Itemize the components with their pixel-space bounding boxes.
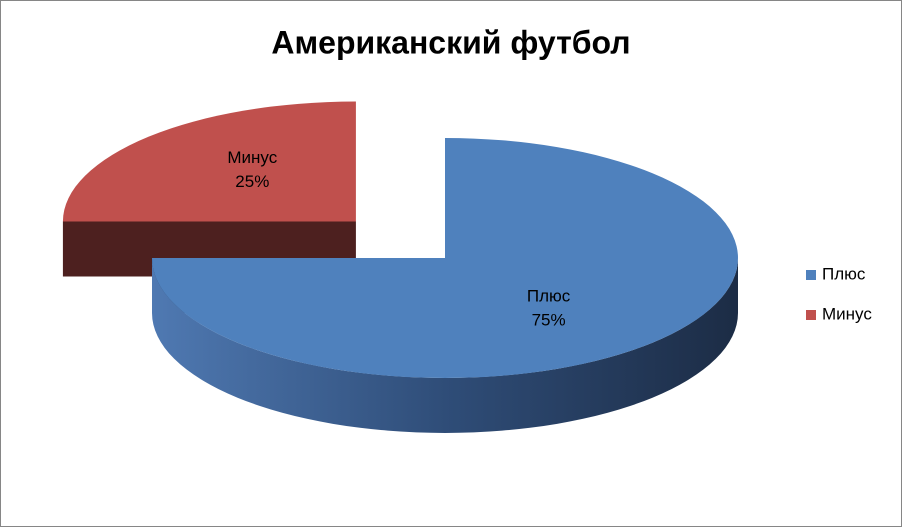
pie: Минус 25% Плюс 75% [62,101,738,433]
slice-label: Плюс [527,286,571,305]
chart-title: Американский футбол [271,24,630,60]
legend-label: Минус [822,304,872,323]
slice-label: Минус [227,148,277,167]
legend-swatch [806,310,816,320]
legend: Плюс Минус [806,264,872,323]
slice [152,138,738,378]
slice-value-label: 75% [532,310,566,329]
legend-label: Плюс [822,264,866,283]
legend-swatch [806,270,816,280]
slice [62,101,356,222]
slice-value-label: 25% [235,172,269,191]
slice-side [152,258,738,433]
